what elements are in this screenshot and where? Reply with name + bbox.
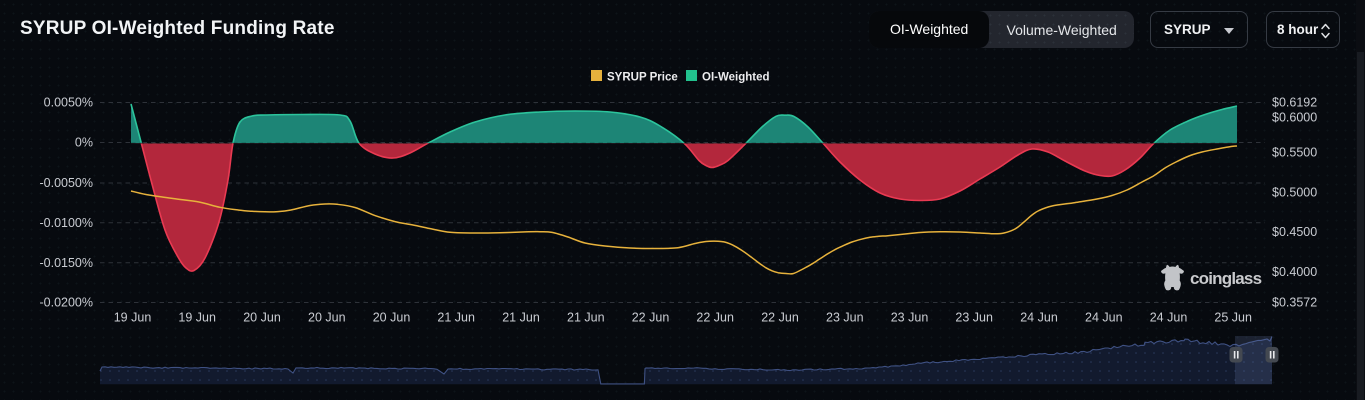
svg-text:$0.3572: $0.3572 <box>1272 296 1317 310</box>
svg-text:0%: 0% <box>75 136 93 150</box>
svg-text:0.0050%: 0.0050% <box>44 96 93 110</box>
svg-text:$0.6192: $0.6192 <box>1272 96 1317 110</box>
svg-text:-0.0050%: -0.0050% <box>39 176 93 190</box>
svg-text:22 Jun: 22 Jun <box>761 311 799 325</box>
svg-text:21 Jun: 21 Jun <box>567 311 605 325</box>
svg-text:22 Jun: 22 Jun <box>632 311 670 325</box>
svg-text:19 Jun: 19 Jun <box>114 311 152 325</box>
svg-text:-0.0150%: -0.0150% <box>39 256 93 270</box>
svg-text:-0.0100%: -0.0100% <box>39 216 93 230</box>
svg-text:$0.5000: $0.5000 <box>1272 186 1317 200</box>
svg-text:$0.4000: $0.4000 <box>1272 265 1317 279</box>
svg-text:24 Jun: 24 Jun <box>1150 311 1188 325</box>
svg-text:$0.4500: $0.4500 <box>1272 225 1317 239</box>
svg-text:19 Jun: 19 Jun <box>178 311 216 325</box>
svg-text:24 Jun: 24 Jun <box>1085 311 1123 325</box>
svg-text:22 Jun: 22 Jun <box>696 311 734 325</box>
svg-text:-0.0200%: -0.0200% <box>39 296 93 310</box>
svg-text:20 Jun: 20 Jun <box>308 311 346 325</box>
svg-text:SYRUP Price: SYRUP Price <box>607 72 678 84</box>
svg-text:25 Jun: 25 Jun <box>1214 311 1252 325</box>
svg-text:23 Jun: 23 Jun <box>955 311 993 325</box>
svg-text:24 Jun: 24 Jun <box>1020 311 1058 325</box>
svg-text:20 Jun: 20 Jun <box>373 311 411 325</box>
svg-text:$0.5500: $0.5500 <box>1272 146 1317 160</box>
svg-text:20 Jun: 20 Jun <box>243 311 281 325</box>
svg-text:coinglass: coinglass <box>1190 269 1262 288</box>
svg-text:23 Jun: 23 Jun <box>891 311 929 325</box>
svg-text:21 Jun: 21 Jun <box>437 311 475 325</box>
svg-text:$0.6000: $0.6000 <box>1272 111 1317 125</box>
svg-text:23 Jun: 23 Jun <box>826 311 864 325</box>
svg-text:OI-Weighted: OI-Weighted <box>702 72 770 84</box>
svg-text:21 Jun: 21 Jun <box>502 311 540 325</box>
